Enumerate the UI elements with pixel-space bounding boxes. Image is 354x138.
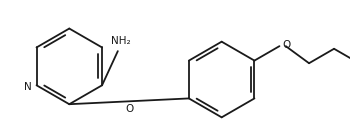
Text: NH₂: NH₂ bbox=[111, 36, 130, 46]
Text: O: O bbox=[282, 40, 291, 50]
Text: O: O bbox=[125, 104, 133, 114]
Text: N: N bbox=[23, 82, 31, 92]
